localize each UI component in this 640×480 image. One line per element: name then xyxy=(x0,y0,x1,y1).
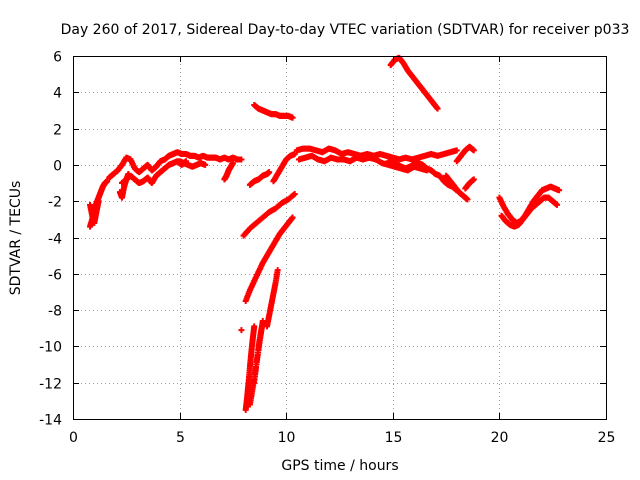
data-track xyxy=(453,143,477,165)
data-point xyxy=(202,161,209,168)
data-track xyxy=(106,149,245,181)
data-point xyxy=(464,196,471,203)
data-track xyxy=(387,54,441,112)
data-track xyxy=(176,158,209,170)
y-tick-label: -12 xyxy=(39,377,62,393)
data-point xyxy=(556,187,563,194)
data-point xyxy=(238,156,245,163)
data-track xyxy=(264,267,281,330)
data-point xyxy=(470,176,477,183)
x-tick-label: 5 xyxy=(176,430,185,446)
data-track xyxy=(251,102,296,121)
data-point xyxy=(470,147,477,154)
data-point xyxy=(453,147,460,154)
grid xyxy=(73,56,606,419)
x-tick-label: 25 xyxy=(598,430,616,446)
data-track xyxy=(242,323,258,413)
chart-title: Day 260 of 2017, Sidereal Day-to-day VTE… xyxy=(61,22,630,38)
x-tick-label: 10 xyxy=(278,430,296,446)
x-axis-label: GPS time / hours xyxy=(281,458,398,474)
y-tick-label: -14 xyxy=(39,413,62,429)
axis-ticks: 0 5 10 15 20 25 -14 -12 -10 -8 -6 -4 -2 0 2 4 6 xyxy=(39,50,615,447)
data-track xyxy=(240,190,298,239)
data-point xyxy=(229,160,236,167)
y-tick-label: -6 xyxy=(48,268,62,284)
data-point xyxy=(104,178,111,185)
y-axis-label: SDTVAR / TECUs xyxy=(8,181,24,296)
x-tick-label: 0 xyxy=(69,430,78,446)
y-tick-label: -2 xyxy=(48,195,62,211)
x-tick-label: 15 xyxy=(385,430,403,446)
y-tick-label: -10 xyxy=(39,340,62,356)
data-track xyxy=(221,160,236,183)
data-track xyxy=(238,327,245,334)
data-point xyxy=(289,214,296,221)
data-point xyxy=(291,190,298,197)
data-point xyxy=(238,327,245,334)
data-track xyxy=(242,214,296,305)
data-track xyxy=(270,151,298,185)
y-tick-label: -8 xyxy=(48,304,62,320)
data-point xyxy=(274,267,281,274)
data-track xyxy=(116,170,132,201)
y-tick-label: 6 xyxy=(53,50,62,66)
y-tick-label: -4 xyxy=(48,232,62,248)
y-tick-label: 4 xyxy=(53,86,62,102)
data-track xyxy=(251,319,266,386)
data-point xyxy=(266,169,273,176)
data-point xyxy=(95,198,102,205)
x-tick-label: 20 xyxy=(491,430,509,446)
data-track xyxy=(498,194,560,230)
data-track xyxy=(87,198,102,226)
data-point xyxy=(291,151,298,158)
data-points xyxy=(87,54,563,413)
data-track xyxy=(443,172,471,203)
data-track xyxy=(462,176,477,192)
y-tick-label: 2 xyxy=(53,123,62,139)
y-tick-label: 0 xyxy=(53,159,62,175)
data-point xyxy=(434,105,441,112)
data-point xyxy=(553,201,560,208)
data-track xyxy=(246,169,273,188)
data-point xyxy=(125,170,132,177)
data-point xyxy=(289,114,296,121)
data-point xyxy=(251,323,258,330)
